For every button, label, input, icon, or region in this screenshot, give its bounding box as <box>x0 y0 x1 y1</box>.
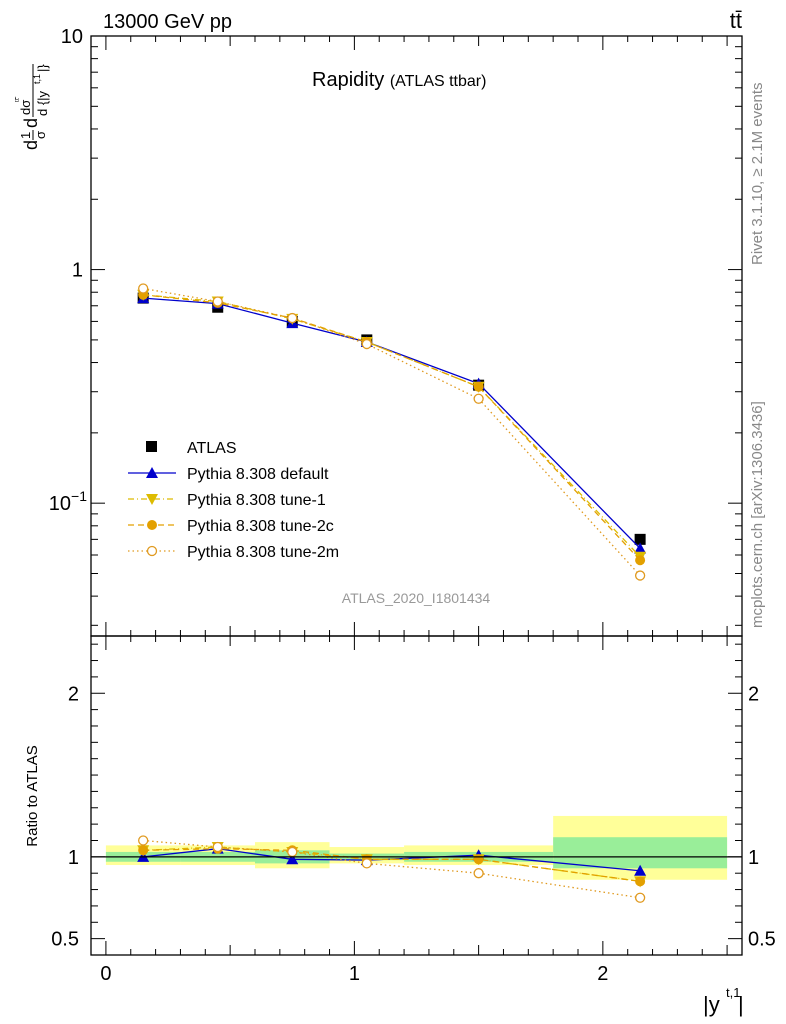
main-point-4-5 <box>634 570 646 581</box>
main-point-4-3 <box>361 338 372 350</box>
svg-text:d: d <box>21 140 41 150</box>
legend-label-default: Pythia 8.308 default <box>187 466 329 483</box>
ratio-point-2-5 <box>635 876 646 887</box>
main-point-0-5 <box>634 533 646 545</box>
legend-entry-tune1: Pythia 8.308 tune-1 <box>128 492 326 509</box>
rivet-label: Rivet 3.1.10, ≥ 2.1M events <box>749 83 766 266</box>
ratio-ytick-label-1: 1 <box>68 847 79 869</box>
svg-text:ᵗᵗ̄: ᵗᵗ̄ <box>13 96 23 102</box>
ratio-point-3-0 <box>138 835 149 846</box>
ratio-series-line-2 <box>143 848 641 883</box>
ratio-point-3-3 <box>361 858 372 869</box>
main-series-1 <box>137 292 647 554</box>
svg-text:|: | <box>738 992 744 1017</box>
svg-text:|y: |y <box>703 992 720 1017</box>
ratio-series <box>137 835 647 903</box>
ratio-ytick-label-2: 2 <box>68 683 79 705</box>
legend-entry-tune2c: Pythia 8.308 tune-2c <box>128 518 334 535</box>
legend: ATLAS Pythia 8.308 default Pythia 8.308 … <box>128 440 339 561</box>
ratio-ytick-label-right-1: 1 <box>748 847 759 869</box>
ratio-axes: 0.5 0.5 1 1 2 2 0 1 2 <box>51 635 776 985</box>
main-point-1-5 <box>634 542 647 554</box>
main-series <box>137 283 647 581</box>
analysis-watermark: ATLAS_2020_I1801434 <box>342 590 491 606</box>
main-ytick-label-0: 10−1 <box>49 488 87 515</box>
svg-text:t,1: t,1 <box>726 985 740 1000</box>
legend-marker-atlas <box>146 441 157 452</box>
svg-text:σ: σ <box>33 131 48 139</box>
main-ytick-label-1: 1 <box>72 260 83 282</box>
main-point-4-1 <box>212 296 223 307</box>
ratio-xtick-label-1: 1 <box>349 963 360 985</box>
ratio-series-line-0 <box>143 848 641 872</box>
svg-text:dσ: dσ <box>18 100 33 115</box>
main-series-line-3 <box>143 294 641 561</box>
main-title-text: Rapidity <box>312 69 384 91</box>
ratio-xtick-label-0: 0 <box>100 963 111 985</box>
main-series-4 <box>138 283 646 581</box>
svg-text:d {|y: d {|y <box>35 90 50 116</box>
svg-text:|}: |} <box>35 64 50 72</box>
ratio-point-2-0 <box>138 845 149 856</box>
legend-label-tune2c: Pythia 8.308 tune-2c <box>187 518 334 535</box>
legend-marker-default <box>146 467 158 478</box>
ratio-series-line-1 <box>143 846 641 883</box>
legend-label-atlas: ATLAS <box>187 440 237 457</box>
legend-marker-tune1 <box>146 494 158 505</box>
main-point-3-4 <box>473 381 484 392</box>
ratio-panel: 0.5 0.5 1 1 2 2 0 1 2 Ratio to ATLAS |y t,1 | <box>24 635 776 1017</box>
main-point-3-5 <box>635 555 646 566</box>
legend-entry-tune2m: Pythia 8.308 tune-2m <box>128 544 339 561</box>
ratio-xtick-label-2: 2 <box>597 963 608 985</box>
legend-marker-tune2c <box>147 520 157 530</box>
main-series-line-1 <box>143 297 641 549</box>
process-label: tt̄ <box>730 8 742 33</box>
svg-text:1: 1 <box>18 132 33 139</box>
ratio-ytick-label-0: 0.5 <box>51 929 79 951</box>
ratio-point-3-4 <box>473 868 484 879</box>
ratio-point-3-2 <box>287 846 298 858</box>
legend-entry-atlas: ATLAS <box>146 440 237 457</box>
main-point-4-2 <box>287 312 298 324</box>
ratio-ytick-label-right-0: 0.5 <box>748 929 776 951</box>
main-point-4-4 <box>473 393 484 404</box>
svg-text:t,1: t,1 <box>32 74 42 84</box>
ratio-point-3-1 <box>212 841 223 853</box>
ratio-ytick-label-right-2: 2 <box>748 683 759 705</box>
main-ylabel: d 1 σ d dσ ᵗᵗ̄ d {|y t,1 |} <box>13 64 50 150</box>
svg-text:d: d <box>21 118 41 128</box>
legend-label-tune1: Pythia 8.308 tune-1 <box>187 492 326 509</box>
legend-label-tune2m: Pythia 8.308 tune-2m <box>187 544 339 561</box>
ratio-band-inner-5 <box>553 837 728 869</box>
ratio-point-0-5 <box>634 864 647 876</box>
main-series-line-4 <box>143 287 641 576</box>
ratio-frame <box>90 635 743 956</box>
ratio-point-2-4 <box>473 854 484 865</box>
ratio-point-0-2 <box>286 853 299 865</box>
main-point-4-0 <box>138 283 149 294</box>
legend-entry-default: Pythia 8.308 default <box>128 466 329 483</box>
ratio-series-3 <box>138 835 646 903</box>
main-panel: 10−1 1 10 Rapidity (ATLAS ttbar) ATLAS_202… <box>13 26 743 637</box>
main-title: Rapidity (ATLAS ttbar) <box>312 69 486 91</box>
mcplots-label: mcplots.cern.ch [arXiv:1306.3436] <box>749 401 766 628</box>
energy-label: 13000 GeV pp <box>103 11 232 33</box>
main-ytick-label-2: 10 <box>61 26 83 48</box>
main-subtitle: (ATLAS ttbar) <box>390 73 487 90</box>
ratio-xlabel: |y t,1 | <box>703 985 744 1017</box>
ratio-point-3-5 <box>634 892 646 903</box>
ratio-ylabel: Ratio to ATLAS <box>24 745 41 846</box>
legend-marker-tune2m <box>146 545 158 557</box>
